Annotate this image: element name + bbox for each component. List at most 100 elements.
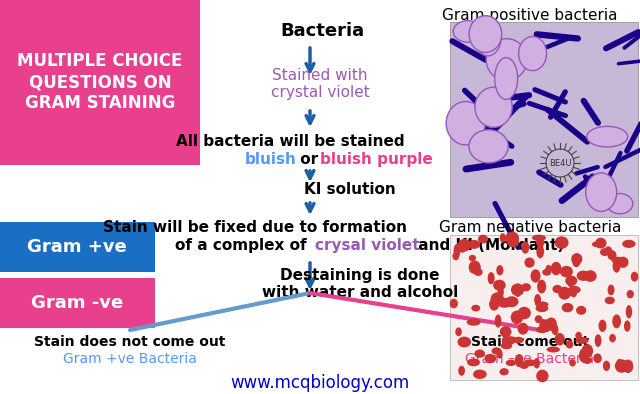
Text: Stain come out: Stain come out	[471, 335, 589, 349]
FancyBboxPatch shape	[0, 222, 155, 272]
Text: Gram positive bacteria: Gram positive bacteria	[442, 8, 618, 23]
Ellipse shape	[534, 315, 543, 323]
Ellipse shape	[552, 324, 559, 335]
Ellipse shape	[605, 297, 615, 304]
Ellipse shape	[518, 307, 531, 319]
Ellipse shape	[486, 39, 527, 80]
Ellipse shape	[627, 290, 634, 298]
Ellipse shape	[600, 248, 609, 256]
Ellipse shape	[568, 286, 580, 294]
Text: Gram +ve Bacteria: Gram +ve Bacteria	[63, 352, 197, 366]
Ellipse shape	[500, 326, 511, 337]
Ellipse shape	[513, 337, 524, 344]
Ellipse shape	[595, 238, 607, 249]
Ellipse shape	[536, 326, 548, 333]
Ellipse shape	[497, 350, 503, 359]
Ellipse shape	[507, 237, 519, 247]
Ellipse shape	[491, 292, 504, 305]
Text: Gram –ve Bacteria: Gram –ve Bacteria	[465, 352, 595, 366]
Text: All bacteria will be stained: All bacteria will be stained	[176, 134, 404, 149]
Ellipse shape	[598, 320, 607, 332]
Ellipse shape	[565, 276, 577, 286]
Ellipse shape	[543, 319, 551, 332]
Ellipse shape	[534, 294, 541, 305]
Ellipse shape	[558, 287, 571, 300]
Ellipse shape	[468, 255, 476, 261]
Ellipse shape	[579, 349, 588, 362]
Text: BE4U: BE4U	[548, 158, 572, 167]
Ellipse shape	[534, 358, 540, 368]
Ellipse shape	[515, 354, 524, 367]
Ellipse shape	[545, 318, 557, 331]
Ellipse shape	[577, 271, 590, 281]
Ellipse shape	[626, 305, 632, 318]
Ellipse shape	[495, 58, 518, 99]
Ellipse shape	[458, 336, 471, 348]
Text: www.mcqbiology.com: www.mcqbiology.com	[230, 374, 410, 392]
Ellipse shape	[499, 368, 509, 375]
Ellipse shape	[555, 236, 568, 249]
Ellipse shape	[545, 265, 552, 274]
Ellipse shape	[467, 359, 480, 366]
Ellipse shape	[475, 87, 512, 127]
Ellipse shape	[555, 333, 565, 346]
Ellipse shape	[524, 359, 536, 366]
Ellipse shape	[570, 287, 577, 297]
Ellipse shape	[552, 285, 562, 293]
Ellipse shape	[511, 283, 524, 296]
Ellipse shape	[612, 259, 621, 273]
Text: bluish purple: bluish purple	[320, 152, 433, 167]
Ellipse shape	[524, 257, 534, 268]
Ellipse shape	[500, 233, 506, 243]
FancyBboxPatch shape	[450, 22, 638, 217]
Ellipse shape	[522, 241, 529, 254]
Ellipse shape	[531, 269, 541, 282]
Ellipse shape	[478, 235, 488, 243]
Ellipse shape	[518, 323, 529, 335]
Ellipse shape	[536, 370, 548, 382]
Text: or: or	[295, 152, 323, 167]
Ellipse shape	[587, 126, 628, 147]
Ellipse shape	[569, 359, 576, 366]
Ellipse shape	[575, 332, 582, 339]
Ellipse shape	[562, 303, 573, 312]
Ellipse shape	[497, 286, 504, 298]
Ellipse shape	[542, 269, 551, 276]
Ellipse shape	[473, 370, 486, 379]
Ellipse shape	[519, 362, 529, 369]
Ellipse shape	[584, 270, 596, 282]
Ellipse shape	[611, 257, 624, 264]
Ellipse shape	[496, 265, 504, 275]
Ellipse shape	[618, 256, 628, 268]
Ellipse shape	[612, 314, 621, 328]
Ellipse shape	[540, 319, 548, 333]
Ellipse shape	[532, 234, 546, 241]
Ellipse shape	[607, 250, 616, 260]
Text: Gram -ve: Gram -ve	[31, 294, 123, 312]
Ellipse shape	[497, 299, 511, 308]
Ellipse shape	[505, 232, 519, 245]
Ellipse shape	[505, 296, 518, 307]
Ellipse shape	[469, 130, 508, 163]
Ellipse shape	[454, 244, 460, 258]
Text: bluish: bluish	[245, 152, 297, 167]
Ellipse shape	[500, 342, 512, 349]
Ellipse shape	[603, 361, 610, 371]
Ellipse shape	[450, 299, 458, 309]
Ellipse shape	[616, 359, 623, 371]
Ellipse shape	[468, 240, 480, 249]
Text: Gram negative bacteria: Gram negative bacteria	[439, 220, 621, 235]
Ellipse shape	[593, 353, 602, 363]
Ellipse shape	[488, 272, 495, 284]
FancyBboxPatch shape	[0, 0, 200, 165]
FancyBboxPatch shape	[450, 235, 638, 380]
Text: Bacteria: Bacteria	[280, 22, 364, 40]
Ellipse shape	[495, 297, 508, 303]
Text: Destaining is done
with water and alcohol: Destaining is done with water and alcoho…	[262, 268, 458, 300]
Ellipse shape	[468, 260, 481, 274]
Ellipse shape	[560, 266, 573, 277]
Ellipse shape	[592, 241, 604, 247]
Ellipse shape	[537, 280, 546, 294]
Text: and KI (Mordant): and KI (Mordant)	[413, 238, 564, 253]
FancyBboxPatch shape	[0, 278, 155, 328]
